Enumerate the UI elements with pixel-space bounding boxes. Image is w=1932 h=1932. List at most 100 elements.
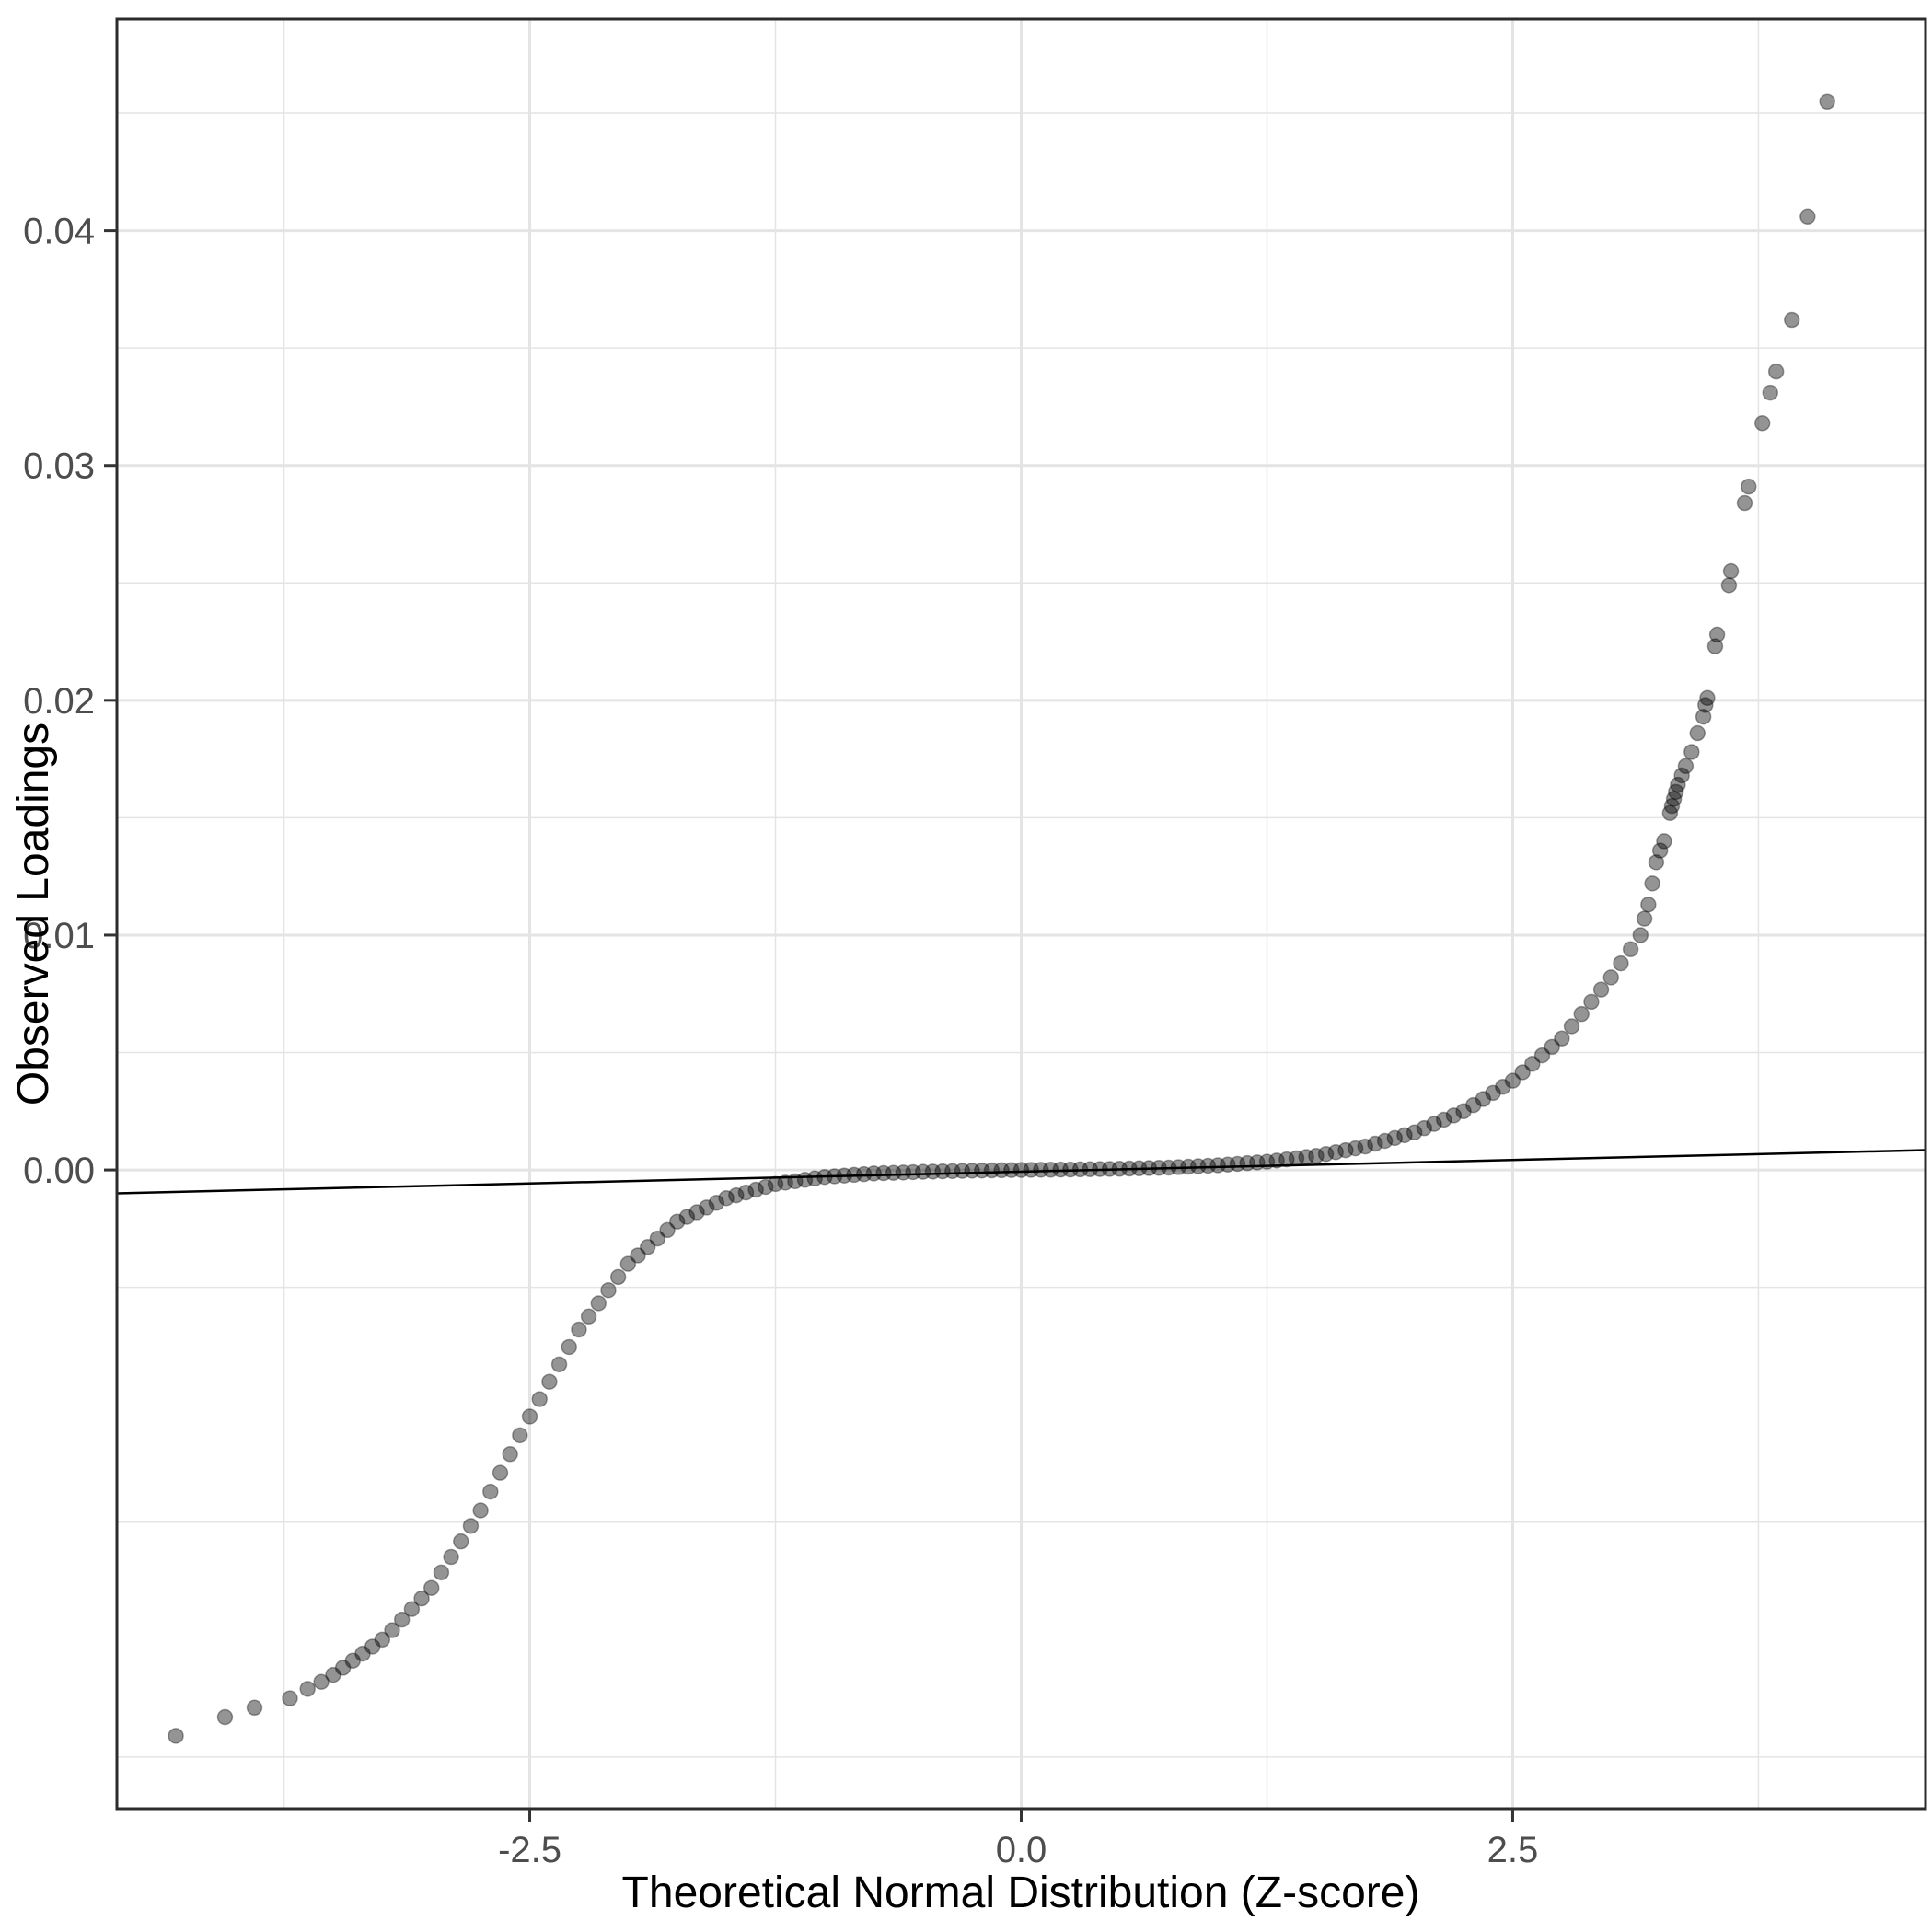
- reference-line: [116, 1149, 1926, 1195]
- data-point: [502, 1446, 518, 1463]
- data-point: [1741, 478, 1757, 495]
- data-point: [1699, 689, 1716, 707]
- data-point: [1042, 1162, 1059, 1178]
- data-point: [993, 1162, 1010, 1179]
- data-point: [964, 1163, 980, 1179]
- x-tick-label: -2.5: [498, 1830, 561, 1870]
- y-axis-title: Observed Loadings: [9, 723, 58, 1105]
- data-point: [344, 1652, 362, 1670]
- qq-reference-line: [116, 1149, 1926, 1195]
- data-point: [1308, 1148, 1325, 1164]
- data-point: [1268, 1152, 1285, 1169]
- data-point: [403, 1601, 421, 1617]
- data-point: [1683, 744, 1700, 760]
- data-point: [393, 1611, 411, 1628]
- data-point: [1357, 1138, 1374, 1155]
- data-point: [1563, 1018, 1580, 1035]
- y-axis-tick-labels: 0.00 0.01 0.02 0.03 0.04: [23, 212, 95, 1191]
- data-point: [1544, 1038, 1560, 1056]
- data-point: [649, 1230, 666, 1247]
- data-point: [737, 1184, 755, 1201]
- data-point: [1367, 1135, 1383, 1152]
- data-point: [1819, 93, 1835, 110]
- data-point: [472, 1502, 489, 1519]
- data-point: [806, 1170, 823, 1187]
- data-point: [1386, 1129, 1404, 1147]
- data-point: [1199, 1157, 1217, 1174]
- data-point: [718, 1189, 735, 1207]
- data-point: [619, 1255, 637, 1272]
- data-point: [1784, 311, 1800, 329]
- data-point: [1722, 562, 1740, 580]
- data-point: [1644, 875, 1660, 892]
- data-point: [1663, 797, 1681, 815]
- data-point: [1592, 981, 1610, 998]
- data-point: [521, 1408, 538, 1425]
- y-tick-label: 0.04: [23, 212, 95, 252]
- y-tick-label: 0.00: [23, 1151, 95, 1191]
- data-point: [659, 1221, 676, 1239]
- data-point: [1524, 1056, 1541, 1072]
- data-point: [1673, 767, 1690, 784]
- data-point: [1317, 1145, 1335, 1163]
- data-point: [1622, 941, 1639, 958]
- data-point: [1720, 577, 1738, 594]
- data-point: [1209, 1157, 1226, 1174]
- data-point: [531, 1391, 548, 1407]
- data-point: [1651, 842, 1669, 859]
- data-point: [865, 1165, 883, 1182]
- data-point: [482, 1483, 499, 1500]
- data-point: [1670, 776, 1686, 793]
- data-point: [728, 1186, 745, 1204]
- data-point: [422, 1579, 440, 1596]
- data-point: [541, 1373, 558, 1390]
- data-point: [875, 1164, 892, 1182]
- data-point: [905, 1163, 921, 1181]
- data-point: [1753, 415, 1771, 432]
- data-point: [1455, 1103, 1472, 1120]
- x-axis-title: Theoretical Normal Distribution (Z-score…: [622, 1868, 1420, 1917]
- data-point: [1495, 1079, 1511, 1095]
- data-point: [1661, 804, 1679, 822]
- data-point: [954, 1163, 971, 1179]
- data-point: [561, 1338, 577, 1356]
- data-point: [364, 1638, 381, 1655]
- data-point: [1033, 1162, 1049, 1178]
- data-point: [1636, 910, 1653, 927]
- data-point: [443, 1548, 459, 1566]
- data-point: [1762, 384, 1779, 401]
- data-point: [1376, 1132, 1394, 1150]
- data-point: [462, 1518, 480, 1534]
- data-point: [1708, 626, 1726, 643]
- data-point: [885, 1164, 902, 1181]
- data-point: [1767, 363, 1785, 380]
- data-point: [1220, 1156, 1236, 1173]
- data-point: [699, 1199, 715, 1216]
- data-point: [1514, 1064, 1531, 1081]
- data-point: [571, 1321, 587, 1338]
- data-point: [914, 1163, 931, 1180]
- data-point: [550, 1356, 568, 1373]
- data-point: [1445, 1107, 1463, 1124]
- data-point: [433, 1564, 450, 1581]
- data-point: [777, 1174, 793, 1191]
- data-point: [334, 1660, 352, 1676]
- major-gridlines: [117, 19, 1926, 1809]
- data-point: [1554, 1030, 1570, 1047]
- data-point: [413, 1590, 430, 1607]
- data-point: [1475, 1091, 1492, 1107]
- data-point: [1337, 1141, 1354, 1159]
- data-point: [492, 1464, 509, 1481]
- data-point: [934, 1163, 951, 1180]
- data-point: [668, 1213, 686, 1230]
- data-point: [1583, 993, 1600, 1011]
- x-tick-label: 2.5: [1487, 1830, 1539, 1870]
- data-point: [630, 1247, 646, 1264]
- data-point: [1697, 697, 1714, 713]
- data-point: [168, 1728, 184, 1744]
- data-point: [1573, 1005, 1590, 1023]
- data-point: [1533, 1047, 1551, 1064]
- data-point: [639, 1239, 656, 1255]
- data-point: [1602, 969, 1620, 986]
- data-point: [1736, 494, 1753, 512]
